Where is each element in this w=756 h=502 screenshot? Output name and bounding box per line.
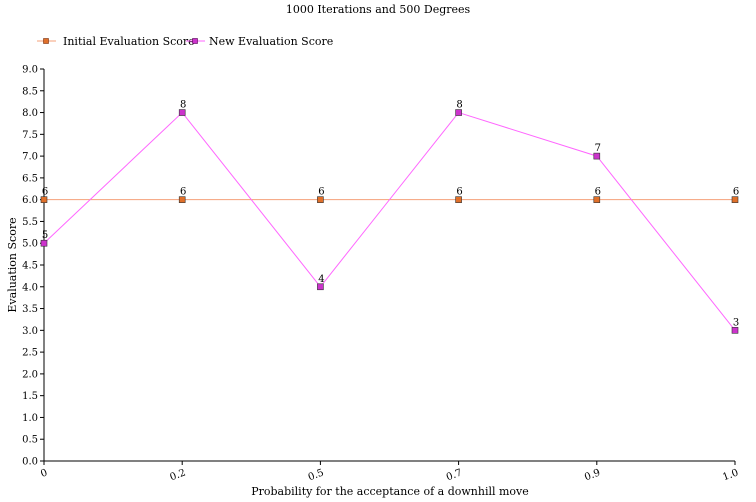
legend-item-initial: Initial Evaluation Score — [37, 35, 195, 48]
series-line — [43, 111, 736, 331]
data-label: 6 — [456, 187, 462, 198]
legend: Initial Evaluation Score New Evaluation … — [37, 35, 333, 48]
x-axis: 0 0.2 0.5 0.7 0.9 1.0 — [39, 460, 740, 483]
data-point — [593, 196, 601, 203]
series-2: 5 8 4 8 7 3 — [40, 100, 739, 334]
data-label: 8 — [180, 100, 186, 111]
x-axis-label: Probability for the acceptance of a down… — [251, 485, 529, 498]
y-tick-label: 1.0 — [22, 413, 38, 424]
y-tick-label: 1.5 — [22, 391, 38, 402]
legend-marker-initial — [43, 38, 49, 44]
data-label: 6 — [180, 187, 186, 198]
y-tick-label: 7.0 — [22, 152, 38, 163]
data-point — [317, 196, 324, 203]
data-point — [731, 327, 739, 334]
data-point — [40, 239, 48, 247]
y-tick-label: 2.0 — [22, 369, 38, 380]
data-label: 5 — [42, 230, 48, 241]
data-label: 3 — [733, 317, 739, 328]
x-tick-label: 0.5 — [307, 467, 326, 483]
x-tick-label: 1.0 — [721, 467, 740, 483]
legend-label-new: New Evaluation Score — [209, 35, 333, 48]
y-tick-label: 9.0 — [22, 65, 38, 76]
data-label: 6 — [42, 187, 48, 198]
legend-label-initial: Initial Evaluation Score — [63, 35, 195, 48]
y-tick-label: 5.5 — [22, 217, 38, 228]
x-tick-label: 0.2 — [169, 467, 188, 483]
data-label: 6 — [595, 187, 601, 198]
data-point — [40, 196, 48, 203]
y-tick-label: 8.5 — [22, 86, 38, 97]
y-tick-label: 5.0 — [22, 239, 38, 250]
y-tick-label: 4.0 — [22, 282, 38, 293]
y-axis: 0.0 0.5 1.0 1.5 2.0 2.5 3.0 3.5 4.0 4.5 5.0 5.5 6.0 6… — [22, 65, 45, 468]
y-tick-label: 0.0 — [22, 457, 38, 468]
y-tick-label: 3.5 — [22, 304, 38, 315]
data-point — [731, 196, 739, 203]
y-tick-label: 7.5 — [22, 130, 38, 141]
y-tick-label: 4.5 — [22, 261, 38, 272]
series-layer: 6 6 6 6 6 6 5 8 4 8 7 3 — [40, 100, 739, 334]
data-label: 4 — [318, 274, 324, 285]
data-label: 8 — [456, 100, 462, 111]
data-point — [593, 152, 601, 160]
legend-item-new: New Evaluation Score — [186, 35, 333, 48]
data-label: 7 — [595, 143, 601, 154]
y-tick-label: 3.0 — [22, 326, 38, 337]
data-point — [178, 196, 186, 203]
data-point — [317, 283, 324, 291]
y-axis-label: Evaluation Score — [6, 217, 19, 312]
y-tick-label: 2.5 — [22, 348, 38, 359]
data-label: 6 — [318, 187, 324, 198]
data-label: 6 — [733, 187, 739, 198]
data-point — [455, 109, 462, 116]
x-tick-label: 0 — [39, 467, 49, 480]
y-tick-label: 0.5 — [22, 435, 38, 446]
y-tick-label: 8.0 — [22, 108, 38, 119]
x-tick-label: 0.7 — [445, 467, 464, 483]
chart-title: 1000 Iterations and 500 Degrees — [286, 3, 471, 16]
data-point — [455, 196, 462, 203]
legend-marker-new — [192, 38, 198, 44]
y-tick-label: 6.5 — [22, 173, 38, 184]
x-tick-label: 0.9 — [583, 467, 602, 483]
data-point — [178, 109, 186, 116]
y-tick-label: 6.0 — [22, 195, 38, 206]
series-1: 6 6 6 6 6 6 — [40, 187, 739, 203]
